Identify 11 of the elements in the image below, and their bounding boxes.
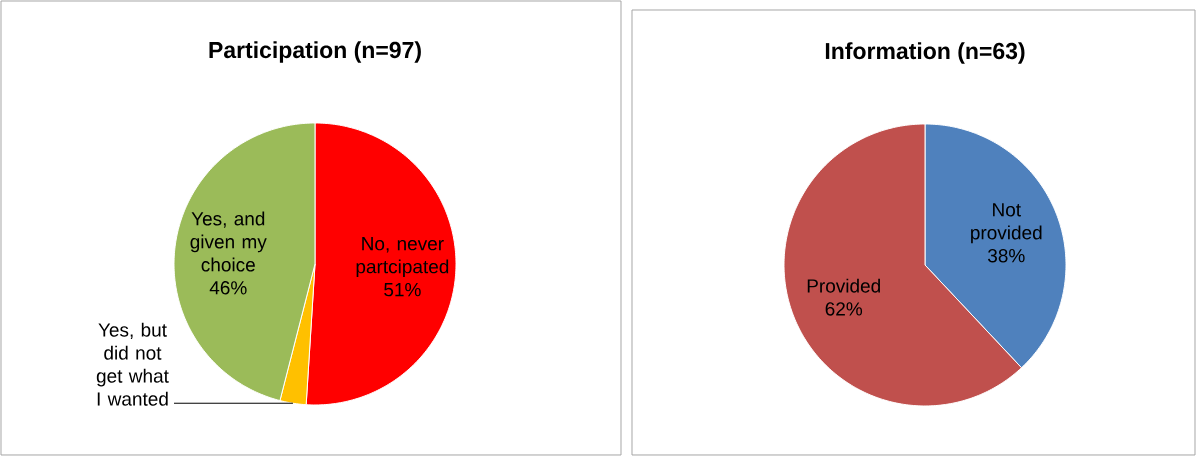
slice-label: Yes, and given my choice	[190, 211, 267, 272]
data-label: 46%	[209, 281, 247, 295]
chart-title: Information (n=63)	[825, 42, 1025, 64]
data-label: 38%	[987, 248, 1025, 263]
slice-label: Yes, but did not get what I wanted	[96, 322, 169, 406]
chart-title: Participation (n=97)	[209, 41, 421, 63]
slice-label: Provided	[807, 278, 880, 293]
slice-label: No, never partcipated	[356, 237, 449, 278]
data-label: 51%	[384, 282, 421, 297]
data-label: 62%	[825, 302, 863, 316]
slice-label: Not provided	[971, 203, 1042, 244]
